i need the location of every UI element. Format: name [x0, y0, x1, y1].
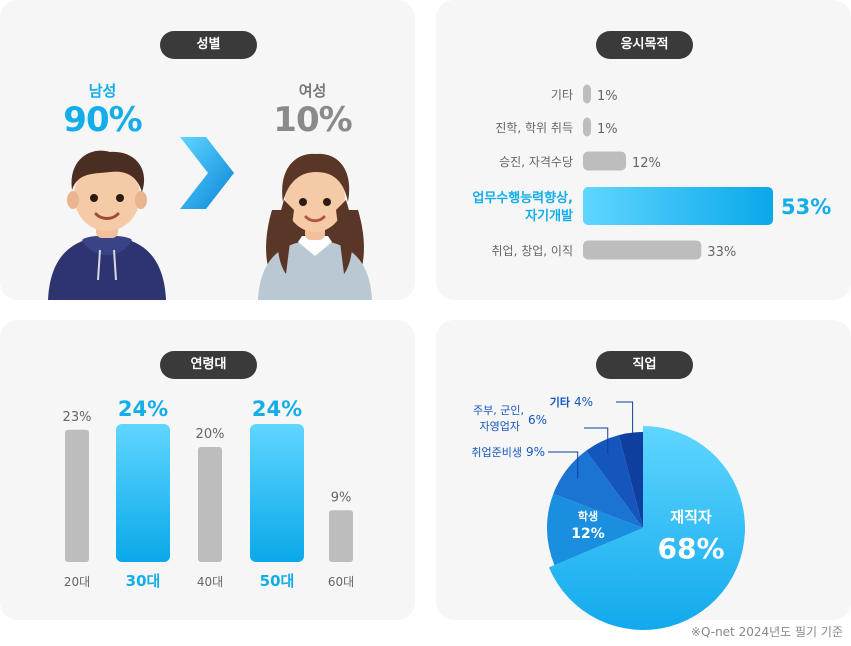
age-bar [65, 429, 89, 562]
purpose-value-label: 53% [781, 195, 831, 219]
job-value-label: 4% [574, 395, 593, 409]
purpose-bar-chart: 기타 1% 진학, 학위 취득 1% 승진, 자격수당 12% 업무수행능력향상, 자기개발 5… [472, 84, 831, 260]
age-bar [250, 424, 304, 562]
female-avatar [258, 153, 372, 300]
job-value-label: 6% [528, 413, 547, 427]
female-label: 여성 [298, 82, 327, 100]
female-value: 10% [273, 100, 352, 140]
age-bar-chart: 23% 20대 24% 30대 20% 40대 24% 50대 9% 60대 [63, 397, 355, 590]
age-value-label: 9% [331, 490, 352, 505]
age-title: 연령대 [160, 351, 257, 379]
chevron-right-icon [180, 137, 234, 209]
purpose-category-label: 진학, 학위 취득 [495, 121, 573, 135]
gender-title: 성별 [160, 31, 257, 59]
age-bar [198, 447, 222, 562]
age-category-label: 30대 [126, 572, 161, 590]
age-value-label: 20% [196, 427, 225, 442]
job-category-label: 학생 [578, 509, 598, 523]
job-leader-line [616, 401, 634, 447]
job-pie-slice [586, 435, 643, 528]
job-leader-line [584, 427, 609, 454]
job-category-label: 재직자 [670, 508, 712, 526]
purpose-category-label: 자기개발 [525, 208, 573, 224]
job-value-label: 68% [657, 532, 724, 565]
age-value-label: 24% [252, 397, 302, 421]
purpose-bar [583, 117, 591, 137]
age-bar [116, 424, 170, 562]
age-bar [329, 510, 353, 562]
age-value-label: 23% [63, 410, 92, 425]
gender-panel: 성별 남성 90% 여성 10% [0, 0, 415, 300]
purpose-category-label: 취업, 창업, 이직 [492, 244, 574, 258]
purpose-value-label: 1% [597, 89, 618, 104]
job-pie-chart: 재직자 68% 학생 12% 취업준비생 9% 주부, 군인, 자영업자 6%기타 4% [471, 395, 745, 630]
purpose-category-label: 업무수행능력향상, [472, 190, 573, 206]
purpose-bar [583, 240, 702, 260]
job-category-label: 자영업자 [480, 420, 520, 433]
job-pie-slice [618, 432, 643, 528]
purpose-value-label: 12% [632, 156, 661, 171]
purpose-value-label: 33% [707, 245, 736, 260]
job-pie-slice [547, 493, 643, 566]
footnote: ※Q-net 2024년도 필기 기준 [690, 625, 843, 639]
male-label: 남성 [88, 82, 117, 100]
age-value-label: 24% [118, 397, 168, 421]
male-value: 90% [63, 100, 142, 140]
age-category-label: 20대 [64, 575, 90, 589]
job-title: 직업 [596, 351, 693, 379]
job-pie-slice [548, 426, 745, 630]
job-pie-slice [553, 450, 643, 528]
age-category-label: 60대 [328, 575, 354, 589]
job-category-label: 취업준비생 [471, 446, 522, 459]
male-avatar [48, 150, 166, 300]
job-panel: 직업 재직자 68% 학생 12% 취업준비생 9% 주부, 군인, 자영업자 6% 기타 4% [436, 320, 851, 630]
purpose-category-label: 기타 [551, 88, 573, 102]
purpose-category-label: 승진, 자격수당 [499, 155, 573, 169]
job-leader-line [548, 451, 579, 479]
purpose-value-label: 1% [597, 122, 618, 137]
job-category-label: 기타 [550, 395, 571, 409]
purpose-bar [583, 187, 773, 225]
age-category-label: 50대 [260, 572, 295, 590]
purpose-bar [583, 84, 591, 104]
job-value-label: 12% [571, 526, 605, 542]
purpose-bar [583, 151, 627, 171]
age-category-label: 40대 [197, 575, 223, 589]
age-panel: 연령대 23% 20대 24% 30대 20% 40대 24% 50대 9% 60대 [0, 320, 415, 620]
job-value-label: 9% [526, 445, 545, 459]
purpose-panel: 응시목적 기타 1% 진학, 학위 취득 1% 승진, 자격수당 12% 업무수행능력향상,… [436, 0, 851, 300]
job-category-label: 주부, 군인, [473, 404, 524, 417]
purpose-title: 응시목적 [596, 31, 693, 59]
